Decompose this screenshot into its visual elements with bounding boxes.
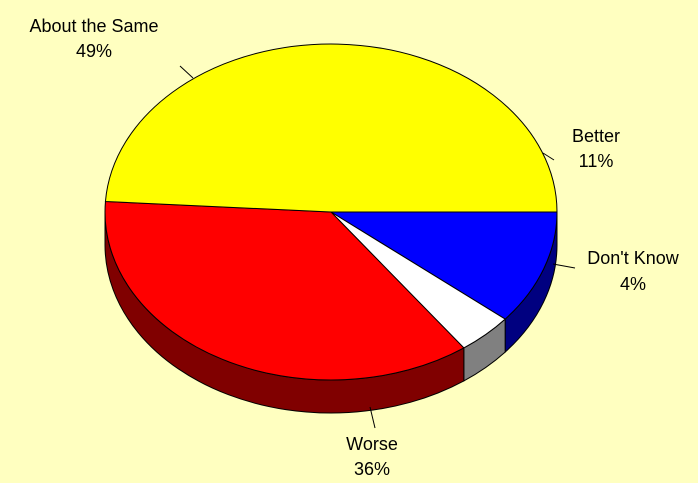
leader-lines — [179, 65, 576, 429]
label-worse: Worse — [346, 434, 398, 454]
leader-about-the-same — [179, 65, 194, 79]
pie-slices — [104, 43, 558, 381]
value-about-the-same: 49% — [76, 41, 112, 61]
slice-about-the-same — [104, 43, 558, 213]
slice-better — [329, 211, 558, 320]
label-about-the-same: About the Same — [29, 16, 158, 36]
leader-worse — [369, 406, 376, 429]
slice-worse — [104, 200, 465, 381]
leader-dont-know — [552, 263, 576, 269]
value-worse: 36% — [354, 459, 390, 479]
label-better: Better — [572, 126, 620, 146]
leader-better — [542, 152, 555, 161]
label-dont-know: Don't Know — [587, 248, 679, 268]
value-dont-know: 4% — [620, 274, 646, 294]
value-better: 11% — [579, 151, 614, 171]
